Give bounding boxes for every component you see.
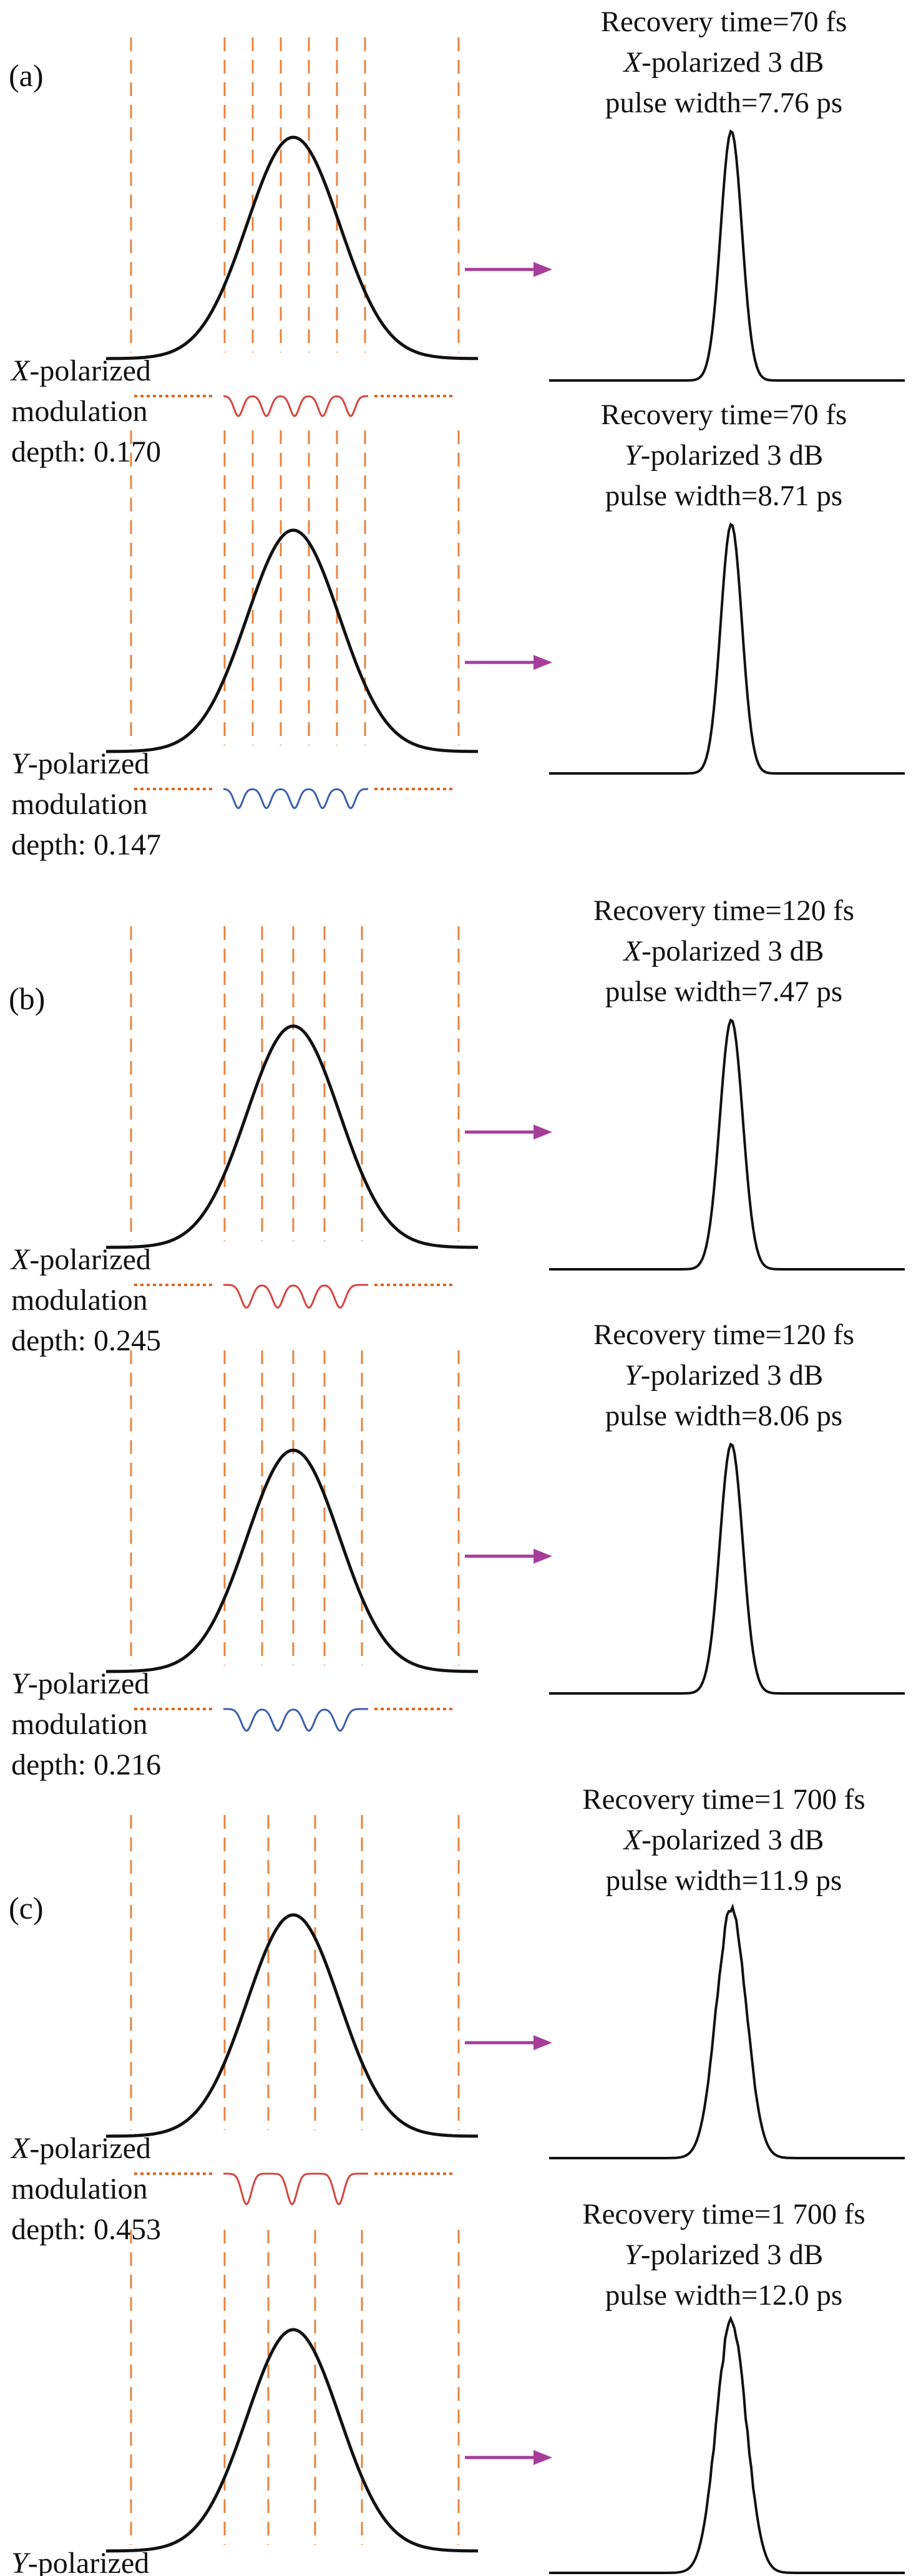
recovery-time-title: Recovery time=70 fs: [601, 6, 847, 38]
modulation-label: modulation: [11, 1284, 148, 1317]
x-modulation-trace: [223, 395, 368, 417]
arrow-head-icon: [534, 1125, 552, 1140]
output-pulse: [549, 2315, 905, 2574]
recovery-time-title: Recovery time=1 700 fs: [582, 2198, 865, 2230]
arrow-head-icon: [534, 262, 552, 277]
output-pulse: [549, 1018, 905, 1271]
y-modulation-trace: [223, 788, 368, 810]
recovery-time-title: Recovery time=1 700 fs: [582, 1783, 865, 1816]
y-polarization-row: Y-polarized modulation depth: 0.147 Recover…: [11, 399, 905, 861]
modulation-label: modulation: [11, 788, 148, 821]
panel-b: (b) X-polarized modulation depth: 0.245 Rec…: [9, 894, 905, 1781]
polarization-label: X-polarized: [10, 1243, 151, 1276]
polarized-3db-title: X-polarized 3 dB: [622, 46, 824, 79]
polarized-3db-title: Y-polarized 3 dB: [625, 1359, 824, 1392]
pulse-width-title: pulse width=7.47 ps: [605, 976, 842, 1008]
input-gaussian-pulse: [106, 2328, 479, 2553]
pulse-width-title: pulse width=12.0 ps: [605, 2279, 842, 2312]
recovery-time-title: Recovery time=120 fs: [593, 1319, 854, 1351]
polarized-3db-title: X-polarized 3 dB: [622, 935, 824, 967]
modulation-depth-value: depth: 0.453: [11, 2213, 161, 2246]
polarization-label: X-polarized: [10, 2132, 151, 2165]
input-gaussian-pulse: [106, 1913, 479, 2138]
input-gaussian-pulse: [106, 1024, 479, 1249]
recovery-time-title: Recovery time=120 fs: [593, 894, 854, 927]
pulse-width-title: pulse width=8.71 ps: [605, 480, 842, 512]
modulation-label: modulation: [11, 1708, 148, 1741]
input-gaussian-pulse: [106, 135, 479, 361]
modulation-label: modulation: [11, 2172, 148, 2206]
pulse-width-title: pulse width=11.9 ps: [606, 1864, 842, 1897]
arrow-head-icon: [534, 1549, 552, 1564]
pulse-width-title: pulse width=8.06 ps: [605, 1400, 842, 1432]
modulation-depth-value: depth: 0.245: [11, 1324, 161, 1357]
input-gaussian-pulse: [106, 1448, 479, 1673]
polarized-3db-title: Y-polarized 3 dB: [625, 2239, 824, 2271]
output-pulse: [549, 522, 905, 775]
panel-tag-a: (a): [9, 58, 44, 93]
polarization-label: Y-polarized: [11, 747, 149, 780]
panel-c: (c) X-polarized modulation depth: 0.453 Rec…: [9, 1783, 905, 2576]
arrow-head-icon: [534, 655, 552, 670]
polarization-label: Y-polarized: [11, 2547, 149, 2576]
x-polarization-row: X-polarized modulation depth: 0.170 Recover…: [10, 6, 905, 468]
output-pulse: [549, 1903, 905, 2159]
recovery-time-title: Recovery time=70 fs: [601, 399, 847, 431]
arrow-head-icon: [534, 2450, 552, 2465]
y-modulation-trace: [223, 1708, 368, 1732]
x-polarization-row: X-polarized modulation depth: 0.245 Recover…: [10, 894, 905, 1357]
panel-a: (a) X-polarized modulation depth: 0.170 Rec…: [9, 6, 905, 861]
y-polarization-row: Y-polarized modulation depth: 0.216 Recover…: [11, 1319, 905, 1781]
pulse-width-title: pulse width=7.76 ps: [605, 87, 842, 119]
output-pulse: [549, 129, 905, 382]
modulation-depth-value: depth: 0.170: [11, 435, 161, 468]
polarization-label: Y-polarized: [11, 1667, 149, 1700]
modulation-depth-value: depth: 0.147: [11, 828, 161, 861]
panel-tag-c: (c): [9, 1891, 44, 1925]
modulation-depth-value: depth: 0.216: [11, 1748, 161, 1781]
polarized-3db-title: X-polarized 3 dB: [622, 1824, 824, 1856]
x-polarization-row: X-polarized modulation depth: 0.453 Recover…: [10, 1783, 905, 2246]
x-modulation-trace: [223, 2172, 368, 2206]
arrow-head-icon: [534, 2035, 552, 2050]
polarization-label: X-polarized: [10, 354, 151, 387]
polarized-3db-title: Y-polarized 3 dB: [625, 439, 824, 472]
panel-tag-b: (b): [9, 981, 45, 1016]
modulation-label: modulation: [11, 395, 148, 428]
output-pulse: [549, 1442, 905, 1695]
input-gaussian-pulse: [106, 528, 479, 753]
x-modulation-trace: [223, 1284, 368, 1309]
